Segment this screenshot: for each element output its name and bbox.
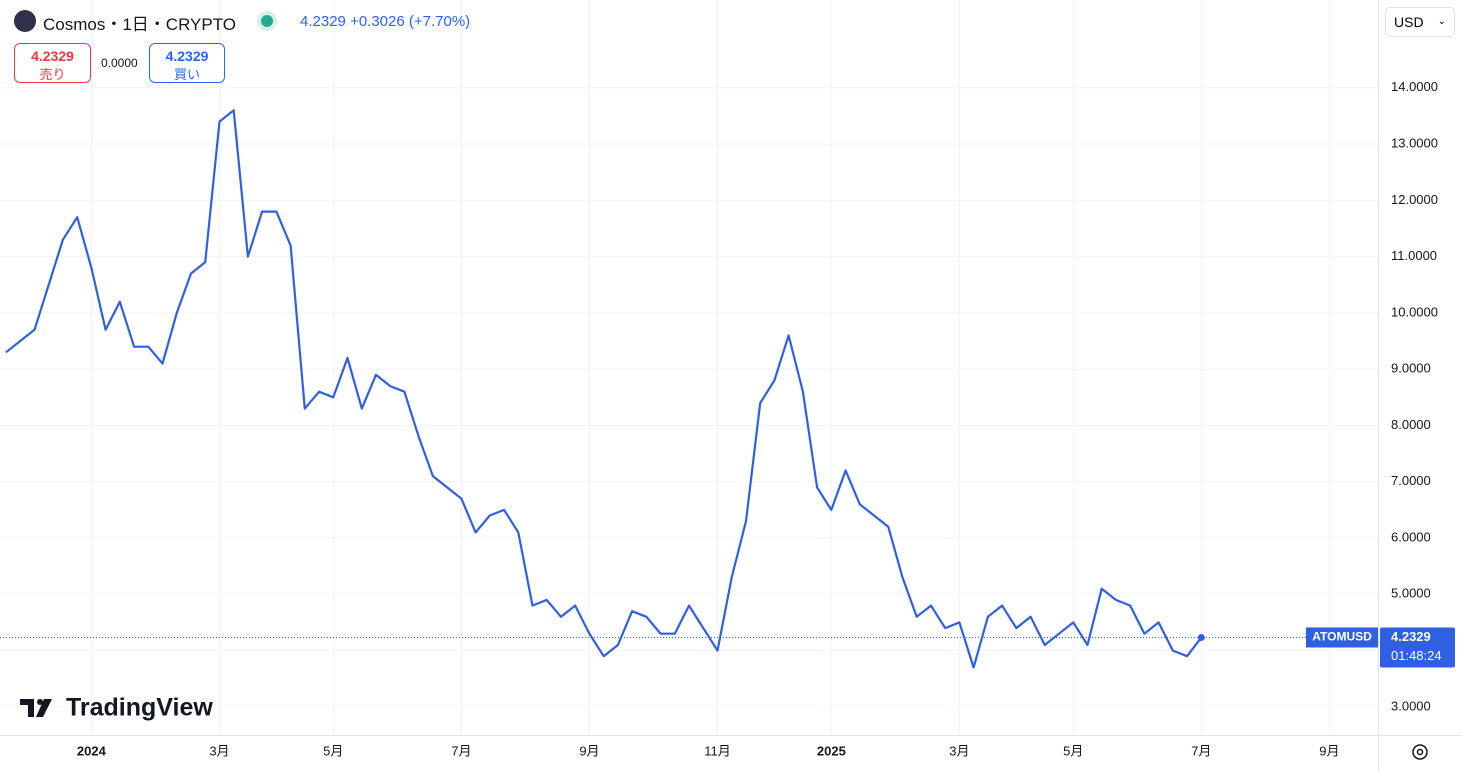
sell-button[interactable]: 4.2329 売り [14, 43, 91, 83]
x-tick-label: 3月 [949, 743, 969, 758]
last-point [1197, 633, 1205, 641]
y-tick-label: 11.0000 [1391, 248, 1437, 263]
logo-mark [20, 699, 52, 717]
change-pct: (+7.70%) [408, 13, 471, 30]
buy-label: 買い [173, 67, 200, 82]
price-tag [1380, 627, 1455, 668]
sell-price: 4.2329 [31, 48, 74, 64]
y-tick-label: 10.0000 [1391, 304, 1438, 319]
x-tick-label: 9月 [1319, 743, 1339, 758]
x-tick-label: 9月 [579, 743, 599, 758]
y-tick-label: 7.0000 [1391, 473, 1431, 488]
y-tick-label: 3.0000 [1391, 698, 1431, 713]
currency-select[interactable]: USD ⌄ [1385, 7, 1455, 37]
symbol-tag [1306, 627, 1378, 648]
x-tick-label: 5月 [323, 743, 343, 758]
logo-text: TradingView [66, 694, 213, 722]
symbol-icon [14, 10, 36, 32]
symbol-tag-label: ATOMUSD [1312, 630, 1372, 644]
buy-price: 4.2329 [165, 48, 209, 64]
x-tick-label: 5月 [1063, 743, 1083, 758]
x-tick-label: 7月 [451, 743, 471, 758]
sell-label: 売り [39, 67, 66, 82]
y-tick-label: 8.0000 [1391, 417, 1431, 432]
symbol-title: Cosmos・1日・CRYPTO [43, 15, 237, 34]
x-tick-label: 3月 [209, 743, 229, 758]
y-tick-label: 6.0000 [1391, 529, 1431, 544]
x-tick-label: 2025 [817, 743, 846, 758]
x-tick-label: 7月 [1191, 743, 1211, 758]
header-price: 4.2329 +0.3026 (+7.70%) [300, 13, 470, 30]
y-tick-label: 13.0000 [1391, 136, 1438, 151]
x-tick-label: 2024 [77, 743, 107, 758]
buy-button[interactable]: 4.2329 買い [149, 43, 225, 83]
currency: USD [1394, 14, 1424, 30]
change: +0.3026 [350, 13, 405, 30]
y-tick-label: 5.0000 [1391, 586, 1431, 601]
axis-divider [0, 735, 1462, 736]
axis-divider [1378, 0, 1379, 772]
price: 4.2329 [300, 13, 346, 30]
y-tick-label: 14.0000 [1391, 79, 1438, 94]
countdown: 01:48:24 [1391, 648, 1442, 663]
dropdown-caret: ⌄ [1437, 16, 1446, 27]
y-tick-label: 12.0000 [1391, 192, 1438, 207]
spread: 0.0000 [101, 56, 138, 70]
y-tick-label: 9.0000 [1391, 361, 1431, 376]
price-line [5, 109, 1203, 669]
market-status [261, 15, 273, 27]
x-tick-label: 11月 [704, 743, 731, 758]
overlay: 3.00004.00005.00006.00007.00008.00009.00… [0, 79, 1455, 758]
price-tag-value: 4.2329 [1391, 629, 1431, 644]
settings-icon-core [1416, 748, 1424, 756]
settings-icon[interactable] [1412, 744, 1428, 760]
